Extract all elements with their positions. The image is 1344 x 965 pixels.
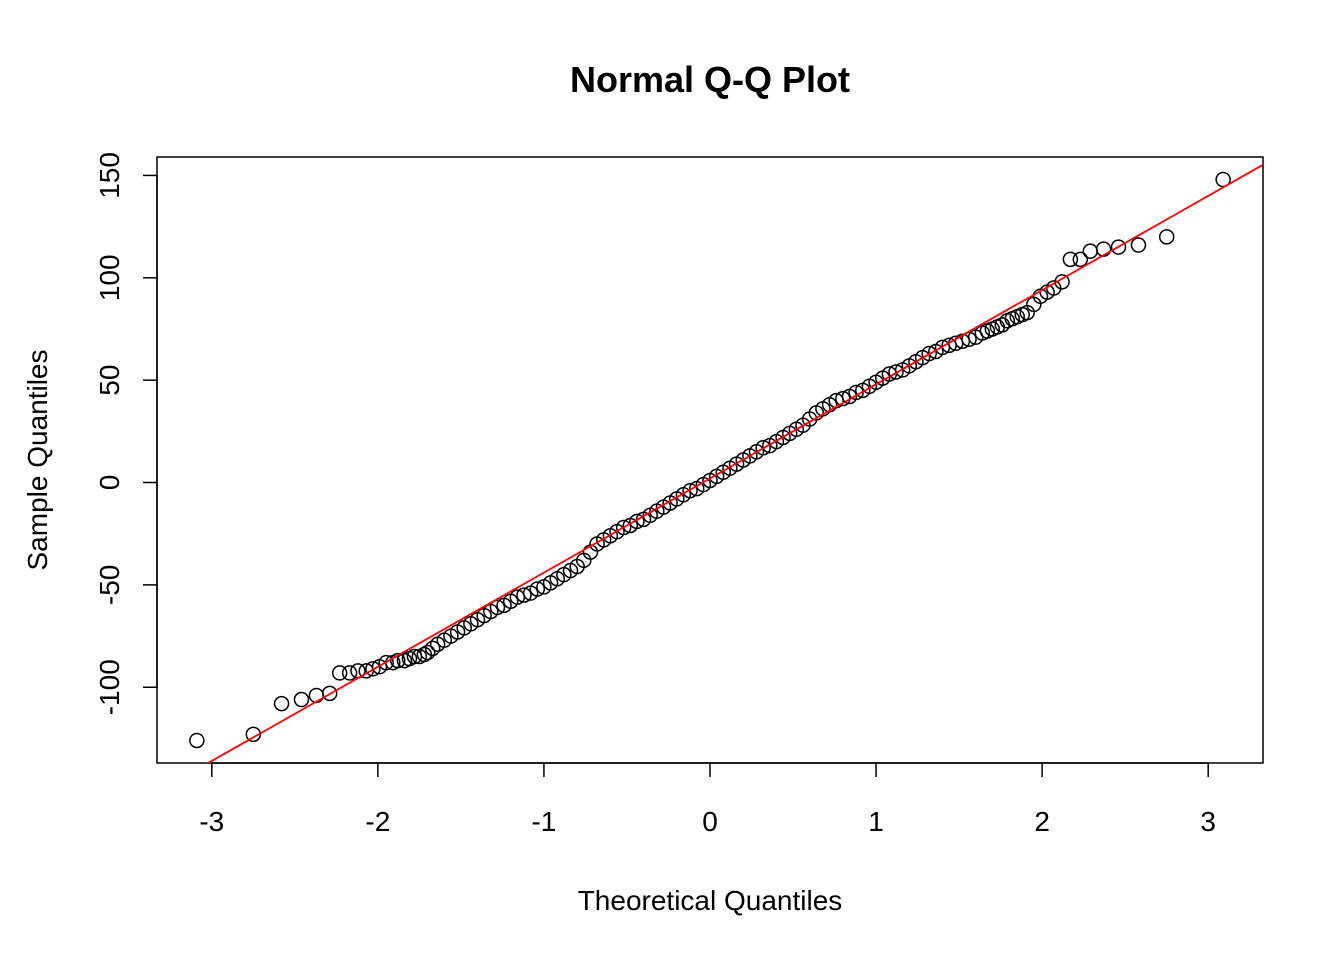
data-point: [1110, 239, 1127, 255]
y-tick-label: -50: [94, 565, 125, 605]
data-point: [390, 652, 406, 669]
data-point: [321, 685, 338, 702]
data-point: [424, 640, 441, 657]
y-tick-label: 150: [94, 152, 125, 199]
data-point: [189, 732, 205, 749]
data-point: [273, 695, 290, 712]
y-axis-title: Sample Quantiles: [22, 349, 53, 570]
data-point: [378, 654, 394, 671]
reference-line: [206, 164, 1263, 763]
x-tick-label: -2: [365, 806, 390, 837]
data-point: [293, 691, 310, 708]
data-point: [516, 587, 532, 603]
x-tick-label: 1: [868, 806, 884, 837]
x-tick-label: 3: [1200, 806, 1216, 837]
data-point: [682, 482, 698, 499]
data-point: [529, 581, 546, 597]
data-point: [755, 439, 771, 456]
y-tick-label: -100: [94, 659, 125, 715]
data-point: [921, 345, 937, 362]
data-point: [888, 364, 904, 380]
x-tick-label: -3: [199, 806, 224, 837]
y-tick-label: 0: [94, 475, 125, 491]
x-axis-title: Theoretical Quantiles: [578, 885, 843, 916]
chart-title: Normal Q-Q Plot: [570, 59, 850, 100]
x-tick-label: 0: [702, 806, 718, 837]
data-point: [331, 665, 348, 681]
x-tick-label: 2: [1034, 806, 1050, 837]
data-point: [1130, 237, 1147, 253]
y-tick-label: 100: [94, 254, 125, 301]
x-tick-label: -1: [531, 806, 556, 837]
data-point: [419, 644, 436, 661]
data-point: [1062, 251, 1079, 268]
y-tick-label: 50: [94, 365, 125, 396]
data-point: [341, 665, 358, 681]
plot-area: -3 -2 -1 0 1 2 3 -100 -50 0 50 100 150: [94, 152, 1264, 837]
data-point: [489, 599, 506, 616]
data-point: [615, 519, 632, 536]
data-point: [365, 661, 381, 677]
data-point: [1072, 251, 1089, 268]
data-point: [1158, 229, 1175, 245]
data-point: [629, 513, 645, 530]
